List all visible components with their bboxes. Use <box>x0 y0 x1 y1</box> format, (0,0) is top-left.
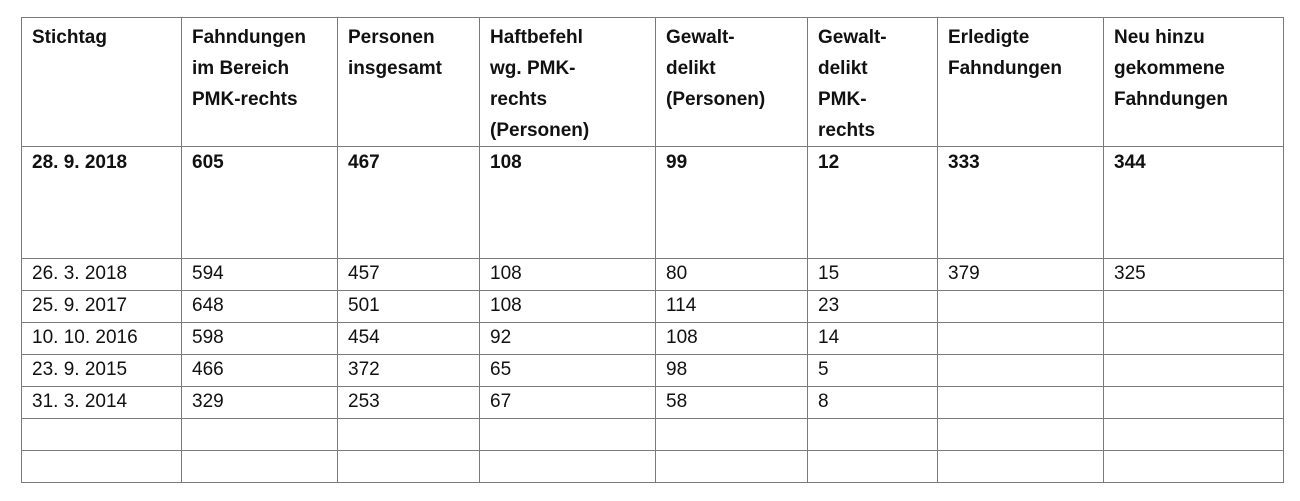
table-cell: 108 <box>479 146 656 259</box>
header-neu-hinzugekommene: Neu hinzu gekommene Fahndungen <box>1103 17 1284 147</box>
table-cell: 26. 3. 2018 <box>21 258 182 291</box>
table-cell: 466 <box>181 354 338 387</box>
table-cell <box>1103 386 1284 419</box>
table-cell: 99 <box>655 146 808 259</box>
table-cell: 648 <box>181 290 338 323</box>
header-fahndungen-pmk-rechts: Fahndungen im Bereich PMK-rechts <box>181 17 338 147</box>
table-cell <box>479 450 656 483</box>
table-cell <box>937 386 1104 419</box>
header-haftbefehl: Haftbefehl wg. PMK- rechts (Personen) <box>479 17 656 147</box>
table-cell: 58 <box>655 386 808 419</box>
table-cell <box>937 418 1104 451</box>
header-gewaltdelikt-pmk-rechts: Gewalt- delikt PMK- rechts <box>807 17 938 147</box>
table-cell: 594 <box>181 258 338 291</box>
table-cell <box>655 450 808 483</box>
table-row: 26. 3. 2018 594 457 108 80 15 379 325 <box>21 258 1284 291</box>
table-cell: 98 <box>655 354 808 387</box>
table-cell: 325 <box>1103 258 1284 291</box>
table-cell: 23 <box>807 290 938 323</box>
table-cell <box>337 418 480 451</box>
table-cell: 108 <box>655 322 808 355</box>
table-row-latest: 28. 9. 2018 605 467 108 99 12 333 344 <box>21 146 1284 259</box>
table-cell: 12 <box>807 146 938 259</box>
table-cell <box>21 418 182 451</box>
table-row-empty <box>21 450 1284 483</box>
table-cell: 501 <box>337 290 480 323</box>
table-cell <box>21 450 182 483</box>
table-cell: 31. 3. 2014 <box>21 386 182 419</box>
table-cell: 10. 10. 2016 <box>21 322 182 355</box>
table-cell: 344 <box>1103 146 1284 259</box>
table-cell: 25. 9. 2017 <box>21 290 182 323</box>
table-cell: 8 <box>807 386 938 419</box>
header-erledigte-fahndungen: Erledigte Fahndungen <box>937 17 1104 147</box>
table-cell <box>1103 322 1284 355</box>
table-cell <box>937 450 1104 483</box>
table-cell <box>1103 450 1284 483</box>
table-cell <box>655 418 808 451</box>
table-cell <box>181 450 338 483</box>
table-cell: 372 <box>337 354 480 387</box>
table-cell <box>937 322 1104 355</box>
header-stichtag: Stichtag <box>21 17 182 147</box>
table-cell <box>807 450 938 483</box>
table-cell: 65 <box>479 354 656 387</box>
table-cell: 5 <box>807 354 938 387</box>
table-row: 25. 9. 2017 648 501 108 114 23 <box>21 290 1284 323</box>
table-cell: 67 <box>479 386 656 419</box>
table-cell: 92 <box>479 322 656 355</box>
table-cell <box>1103 418 1284 451</box>
header-gewaltdelikt-personen: Gewalt- delikt (Personen) <box>655 17 808 147</box>
table-cell: 108 <box>479 258 656 291</box>
table-cell: 108 <box>479 290 656 323</box>
table-row-empty <box>21 418 1284 451</box>
table-cell: 605 <box>181 146 338 259</box>
table-cell: 457 <box>337 258 480 291</box>
table-cell <box>937 354 1104 387</box>
table-cell <box>937 290 1104 323</box>
table-cell <box>479 418 656 451</box>
table-cell: 329 <box>181 386 338 419</box>
table-cell <box>1103 354 1284 387</box>
table-cell <box>1103 290 1284 323</box>
table-cell: 15 <box>807 258 938 291</box>
header-row: Stichtag Fahndungen im Bereich PMK-recht… <box>21 17 1284 147</box>
table-cell: 253 <box>337 386 480 419</box>
header-personen-insgesamt: Personen insgesamt <box>337 17 480 147</box>
table-cell: 14 <box>807 322 938 355</box>
table-cell <box>337 450 480 483</box>
table-row: 31. 3. 2014 329 253 67 58 8 <box>21 386 1284 419</box>
table-cell: 454 <box>337 322 480 355</box>
table-cell: 28. 9. 2018 <box>21 146 182 259</box>
table-cell: 114 <box>655 290 808 323</box>
table-row: 23. 9. 2015 466 372 65 98 5 <box>21 354 1284 387</box>
table-cell: 598 <box>181 322 338 355</box>
table-cell <box>181 418 338 451</box>
fahndungen-table: Stichtag Fahndungen im Bereich PMK-recht… <box>21 17 1284 483</box>
table-cell <box>807 418 938 451</box>
table-cell: 80 <box>655 258 808 291</box>
table-cell: 23. 9. 2015 <box>21 354 182 387</box>
table-row: 10. 10. 2016 598 454 92 108 14 <box>21 322 1284 355</box>
table-cell: 379 <box>937 258 1104 291</box>
table-cell: 467 <box>337 146 480 259</box>
table-cell: 333 <box>937 146 1104 259</box>
